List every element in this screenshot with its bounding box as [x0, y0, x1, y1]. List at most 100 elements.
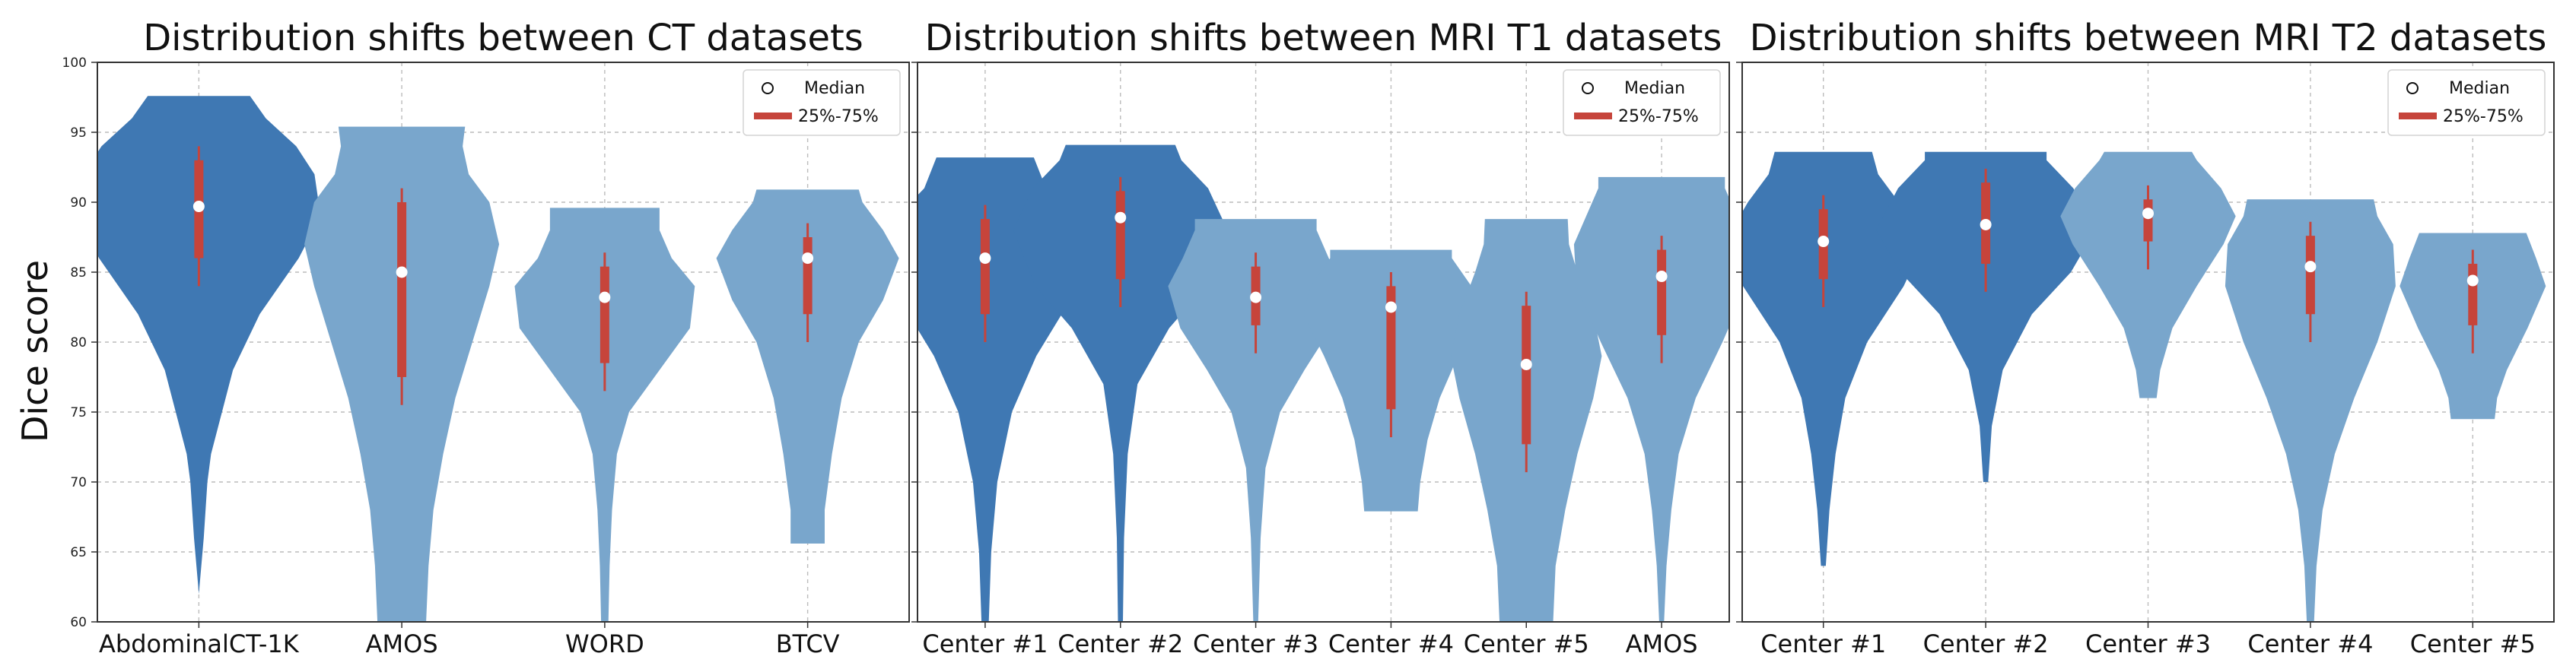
median-point	[1385, 301, 1397, 313]
iqr-bar	[1115, 191, 1125, 280]
chart-title: Distribution shifts between MRI T2 datas…	[1750, 17, 2547, 59]
violin-body	[1013, 144, 1228, 622]
median-point	[1520, 358, 1532, 370]
x-tick-label: AMOS	[366, 629, 438, 658]
y-tick-label: 80	[70, 335, 87, 350]
legend-median-marker	[2406, 82, 2419, 94]
chart-panels: Distribution shifts between CT datasets 6…	[62, 17, 2555, 658]
median-point	[1655, 271, 1668, 283]
legend-iqr-label: 25%-75%	[798, 107, 879, 126]
x-tick-label: Center #5	[1464, 629, 1589, 658]
y-tick-label: 70	[70, 475, 87, 490]
y-tick-label: 95	[70, 125, 87, 141]
y-tick-label: 75	[70, 405, 87, 420]
legend-iqr-label: 25%-75%	[1618, 107, 1699, 126]
legend-median-marker	[1582, 82, 1594, 94]
violin-series	[716, 189, 899, 544]
median-point	[396, 266, 408, 278]
y-tick-label: 90	[70, 195, 87, 211]
violin-body	[716, 189, 899, 544]
legend-iqr-label: 25%-75%	[2443, 107, 2524, 126]
x-tick-label: Center #2	[1923, 629, 2049, 658]
legend-iqr-marker	[1574, 113, 1612, 119]
x-tick-label: Center #3	[1193, 629, 1318, 658]
median-point	[802, 252, 814, 265]
legend-median-label: Median	[1624, 79, 1685, 98]
violin-body	[2060, 151, 2236, 398]
median-point	[979, 252, 991, 265]
iqr-bar	[1522, 306, 1531, 445]
x-tick-label: Center #1	[922, 629, 1048, 658]
violin-series	[2225, 199, 2396, 622]
violin-series	[1876, 151, 2096, 483]
chart-panel-2: Distribution shifts between MRI T1 datas…	[911, 17, 1730, 658]
y-axis-label: Dice score	[14, 260, 56, 442]
iqr-bar	[1657, 249, 1667, 335]
chart-title: Distribution shifts between MRI T1 datas…	[925, 17, 1722, 59]
median-point	[2466, 274, 2479, 287]
violin-body	[97, 96, 321, 594]
violin-series	[1451, 219, 1602, 622]
x-tick-label: Center #4	[2247, 629, 2373, 658]
violin-series	[1303, 249, 1479, 512]
y-tick-label: 100	[62, 55, 87, 71]
x-tick-label: Center #2	[1057, 629, 1183, 658]
median-point	[2142, 208, 2154, 220]
median-point	[1980, 218, 1992, 230]
violin-body	[1876, 151, 2096, 483]
violin-body	[1573, 176, 1729, 622]
x-tick-label: BTCV	[776, 629, 840, 658]
chart-legend: Median 25%-75%	[1563, 69, 1721, 136]
iqr-bar	[803, 237, 813, 315]
violin-series	[1013, 144, 1228, 622]
iqr-bar	[980, 219, 990, 315]
x-tick-label: Center #4	[1328, 629, 1454, 658]
chart-legend: Median 25%-75%	[743, 69, 901, 136]
violin-body	[514, 208, 695, 622]
x-tick-label: Center #3	[2085, 629, 2211, 658]
violin-body	[1742, 151, 1923, 566]
x-tick-label: WORD	[565, 629, 644, 658]
legend-median-label: Median	[2449, 79, 2510, 98]
violin-body	[2225, 199, 2396, 622]
violin-series	[304, 126, 500, 622]
y-tick-label: 65	[70, 545, 87, 560]
x-tick-label: Center #5	[2410, 629, 2536, 658]
violin-series	[97, 96, 321, 594]
legend-iqr-marker	[754, 113, 792, 119]
legend-median-marker	[762, 82, 774, 94]
x-tick-label: AMOS	[1626, 629, 1698, 658]
violin-series	[1168, 219, 1344, 622]
violin-body	[1168, 219, 1344, 622]
axes-frame	[917, 62, 1730, 623]
iqr-bar	[2143, 199, 2153, 242]
violin-series	[2060, 151, 2236, 398]
violin-series	[1573, 176, 1729, 622]
x-tick-label: AbdominalCT-1K	[99, 629, 300, 658]
median-point	[1818, 236, 1830, 248]
legend-median-label: Median	[804, 79, 865, 98]
chart-panel-3: Distribution shifts between MRI T2 datas…	[1736, 17, 2555, 658]
violin-series	[1742, 151, 1923, 566]
median-point	[2304, 261, 2317, 273]
violin-series	[514, 208, 695, 622]
chart-title: Distribution shifts between CT datasets	[143, 17, 863, 59]
median-point	[1115, 211, 1127, 224]
y-tick-label: 85	[70, 265, 87, 281]
median-point	[192, 201, 205, 213]
iqr-bar	[2468, 263, 2478, 325]
iqr-bar	[599, 266, 609, 363]
chart-panel-1: Distribution shifts between CT datasets 6…	[62, 17, 910, 658]
violin-series	[2399, 233, 2546, 420]
axes-frame	[97, 62, 910, 623]
iqr-bar	[397, 202, 407, 377]
x-tick-label: Center #1	[1760, 629, 1886, 658]
iqr-bar	[1386, 286, 1396, 410]
median-point	[599, 291, 611, 303]
legend-iqr-marker	[2399, 113, 2437, 119]
axes-frame	[1741, 62, 2555, 623]
iqr-bar	[2305, 236, 2315, 315]
median-point	[1250, 291, 1262, 303]
y-tick-label: 60	[70, 615, 87, 630]
